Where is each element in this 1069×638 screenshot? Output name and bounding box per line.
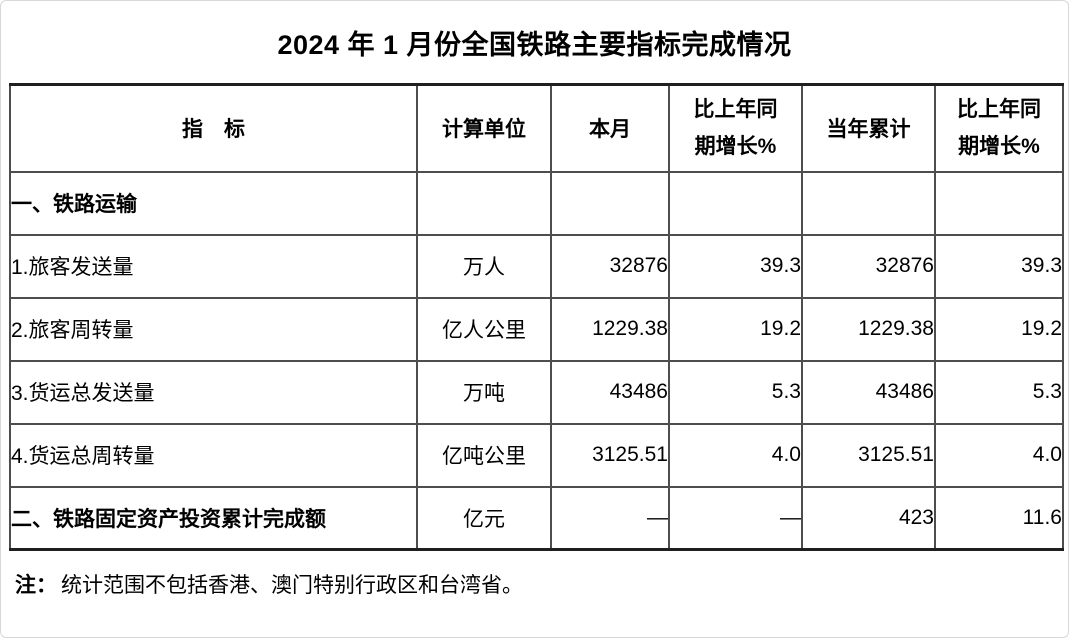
table-row-passenger-volume: 1.旅客发送量 万人 32876 39.3 32876 39.3 — [9, 233, 1064, 299]
footnote: 注： 统计范围不包括香港、澳门特别行政区和台湾省。 — [1, 551, 1068, 617]
cell-month — [550, 170, 670, 236]
cell-ytd-growth: 19.2 — [934, 296, 1064, 362]
col-header-ytd-growth: 比上年同 期增长% — [934, 83, 1064, 173]
col-header-month: 本月 — [550, 83, 670, 173]
cell-month-growth: 19.2 — [668, 296, 803, 362]
cell-ytd-growth: 11.6 — [934, 485, 1064, 551]
cell-ytd: 1229.38 — [801, 296, 936, 362]
indicators-table: 指 标 计算单位 本月 比上年同 期增长% 当年累计 比上年同 期增长% 一、铁… — [9, 83, 1064, 551]
cell-indicator: 2.旅客周转量 — [9, 296, 418, 362]
cell-indicator: 4.货运总周转量 — [9, 422, 418, 488]
footnote-text: 统计范围不包括香港、澳门特别行政区和台湾省。 — [61, 574, 523, 597]
cell-ytd: 3125.51 — [801, 422, 936, 488]
cell-indicator: 二、铁路固定资产投资累计完成额 — [9, 485, 418, 551]
cell-ytd: 423 — [801, 485, 936, 551]
table-row-fixed-asset-investment: 二、铁路固定资产投资累计完成额 亿元 — — 423 11.6 — [9, 485, 1064, 551]
header-row: 指 标 计算单位 本月 比上年同 期增长% 当年累计 比上年同 期增长% — [9, 83, 1064, 173]
col-header-indicator: 指 标 — [9, 83, 418, 173]
cell-indicator: 1.旅客发送量 — [9, 233, 418, 299]
cell-unit: 万吨 — [416, 359, 552, 425]
table-body: 一、铁路运输 1.旅客发送量 万人 32876 39.3 32876 39.3 … — [9, 170, 1064, 551]
cell-month-growth: 5.3 — [668, 359, 803, 425]
col-header-ytd-growth-line2: 期增长% — [958, 135, 1040, 159]
col-header-ytd: 当年累计 — [801, 83, 936, 173]
col-header-unit: 计算单位 — [416, 83, 552, 173]
col-header-month-growth-line2: 期增长% — [694, 135, 777, 159]
footnote-prefix: 注： — [15, 574, 57, 597]
cell-month: 1229.38 — [550, 296, 670, 362]
table-header: 指 标 计算单位 本月 比上年同 期增长% 当年累计 比上年同 期增长% — [9, 83, 1064, 173]
cell-unit: 亿元 — [416, 485, 552, 551]
table-row-section-rail-transport: 一、铁路运输 — [9, 170, 1064, 236]
cell-unit: 亿人公里 — [416, 296, 552, 362]
col-header-month-growth-line1: 比上年同 — [693, 98, 778, 122]
cell-month-growth: 39.3 — [668, 233, 803, 299]
cell-ytd-growth: 4.0 — [934, 422, 1064, 488]
cell-month-growth: — — [668, 485, 803, 551]
cell-ytd: 32876 — [801, 233, 936, 299]
cell-unit: 亿吨公里 — [416, 422, 552, 488]
cell-unit — [416, 170, 552, 236]
col-header-month-growth: 比上年同 期增长% — [668, 83, 803, 173]
table-row-freight-volume: 3.货运总发送量 万吨 43486 5.3 43486 5.3 — [9, 359, 1064, 425]
cell-month: 3125.51 — [550, 422, 670, 488]
cell-indicator: 3.货运总发送量 — [9, 359, 418, 425]
cell-month-growth — [668, 170, 803, 236]
cell-ytd-growth: 39.3 — [934, 233, 1064, 299]
page-title: 2024 年 1 月份全国铁路主要指标完成情况 — [277, 29, 792, 60]
col-header-ytd-growth-line1: 比上年同 — [957, 98, 1041, 122]
cell-ytd-growth: 5.3 — [934, 359, 1064, 425]
table-row-passenger-turnover: 2.旅客周转量 亿人公里 1229.38 19.2 1229.38 19.2 — [9, 296, 1064, 362]
cell-ytd: 43486 — [801, 359, 936, 425]
cell-ytd-growth — [934, 170, 1064, 236]
cell-unit: 万人 — [416, 233, 552, 299]
table-row-freight-turnover: 4.货运总周转量 亿吨公里 3125.51 4.0 3125.51 4.0 — [9, 422, 1064, 488]
cell-indicator: 一、铁路运输 — [9, 170, 418, 236]
cell-month: 32876 — [550, 233, 670, 299]
cell-month: 43486 — [550, 359, 670, 425]
cell-month: — — [550, 485, 670, 551]
cell-month-growth: 4.0 — [668, 422, 803, 488]
cell-ytd — [801, 170, 936, 236]
